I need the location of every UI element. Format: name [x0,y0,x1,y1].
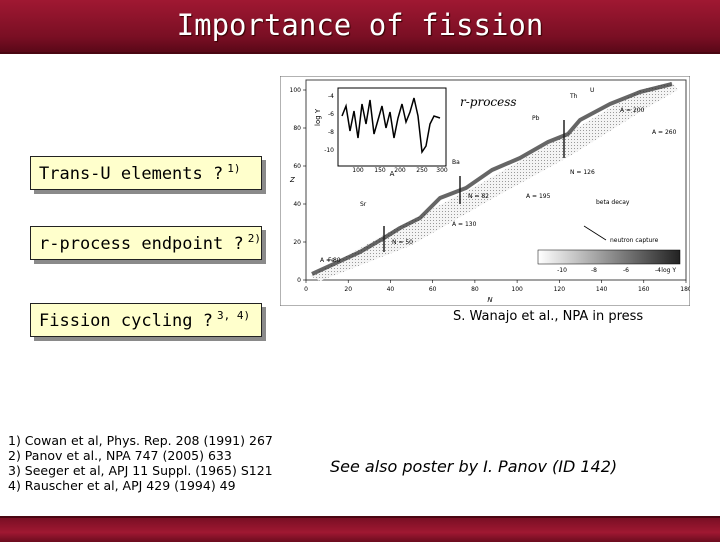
x-tick-label: 0 [304,286,308,293]
annotation: N = 126 [570,169,595,176]
question-ref: 3, 4) [217,309,251,322]
slide-title: Importance of fission [176,8,544,42]
inset-x-tick: 200 [394,167,406,174]
colorbar-tick: -6 [623,267,629,274]
y-axis-label: Z [289,176,295,184]
annotation: U [590,87,594,94]
y-tick-label: 20 [293,239,301,246]
inset-abundance-line [341,97,441,155]
y-tick-label: 100 [290,87,302,94]
reference-item: 3) Seeger et al, APJ 11 Suppl. (1965) S1… [8,463,273,478]
x-tick-label: 100 [511,286,523,293]
inset-y-tick: -4 [328,93,334,100]
r-process-path [311,82,673,276]
question-ref: 2) [247,232,261,245]
colorbar-tick: -8 [591,267,597,274]
inset-y-tick: -8 [328,129,334,136]
annotation: A = 80 [320,257,341,264]
x-tick-label: 60 [429,286,437,293]
x-tick-label: 20 [344,286,352,293]
colorbar-tick: -10 [557,267,567,274]
question-label: r-process endpoint ? [39,234,244,254]
figure-title: r-process [460,95,517,109]
annotation: neutron capture [610,237,659,244]
inset-x-label: A [390,170,395,178]
y-tick-label: 80 [293,125,301,132]
y-tick-label: 40 [293,201,301,208]
colorbar-label: log Y [661,267,676,274]
x-axis: 0 20 40 60 80 100 120 140 160 180 [304,280,692,293]
inset-x-tick: 300 [436,167,448,174]
colorbar [537,249,681,265]
stability-band [310,82,678,281]
poster-note: See also poster by I. Panov (ID 142) [330,457,618,476]
nuclear-chart: A log Y 100 150 200 250 300 -4 -6 -8 -10… [279,75,692,307]
annotation: Th [569,93,578,100]
question-label: Trans-U elements ? [39,164,224,184]
y-tick-label: 60 [293,163,301,170]
x-axis-label: N [487,296,493,304]
annotation: A = 195 [526,193,551,200]
annotation: A = 130 [452,221,477,228]
capture-arrow [583,225,607,241]
x-tick-label: 120 [554,286,566,293]
annotation: beta decay [596,199,630,206]
r-process-figure: A log Y 100 150 200 250 300 -4 -6 -8 -10… [279,75,692,307]
inset-x-tick: 150 [374,167,386,174]
inset-y-tick: -10 [324,147,334,154]
reference-item: 1) Cowan et al, Phys. Rep. 208 (1991) 26… [8,433,273,448]
y-tick-label: 0 [297,277,301,284]
x-tick-label: 160 [638,286,650,293]
inset-y-tick: -6 [328,111,334,118]
question-fission-cycling: Fission cycling ? 3, 4) [30,303,262,337]
reference-list: 1) Cowan et al, Phys. Rep. 208 (1991) 26… [8,433,273,493]
x-tick-label: 40 [387,286,395,293]
x-tick-label: 80 [471,286,479,293]
question-endpoint: r-process endpoint ? 2) [30,226,262,260]
inset-y-label: log Y [314,108,322,126]
inset-x-tick: 100 [352,167,364,174]
inset-x-tick: 250 [416,167,428,174]
question-ref: 1) [227,162,241,175]
annotation: N = 82 [468,193,489,200]
annotation: A = 260 [652,129,677,136]
annotation: Fe [328,257,335,264]
reference-item: 2) Panov et al., NPA 747 (2005) 633 [8,448,232,463]
question-trans-u: Trans-U elements ? 1) [30,156,262,190]
footer-bar [0,516,720,542]
x-tick-label: 140 [596,286,608,293]
annotation: Sr [360,201,367,208]
annotation: A = 200 [620,107,645,114]
annotation: Pb [532,115,540,122]
annotation: Ba [452,159,460,166]
title-bar [0,0,720,54]
x-tick-label: 180 [680,286,690,293]
reference-item: 4) Rauscher et al, APJ 429 (1994) 49 [8,478,236,493]
question-label: Fission cycling ? [39,311,213,331]
colorbar-tick: -4 [655,267,661,274]
annotation: N = 50 [392,239,413,246]
y-axis: 0 20 40 60 80 100 [290,87,306,284]
figure-credit: S. Wanajo et al., NPA in press [453,309,644,324]
